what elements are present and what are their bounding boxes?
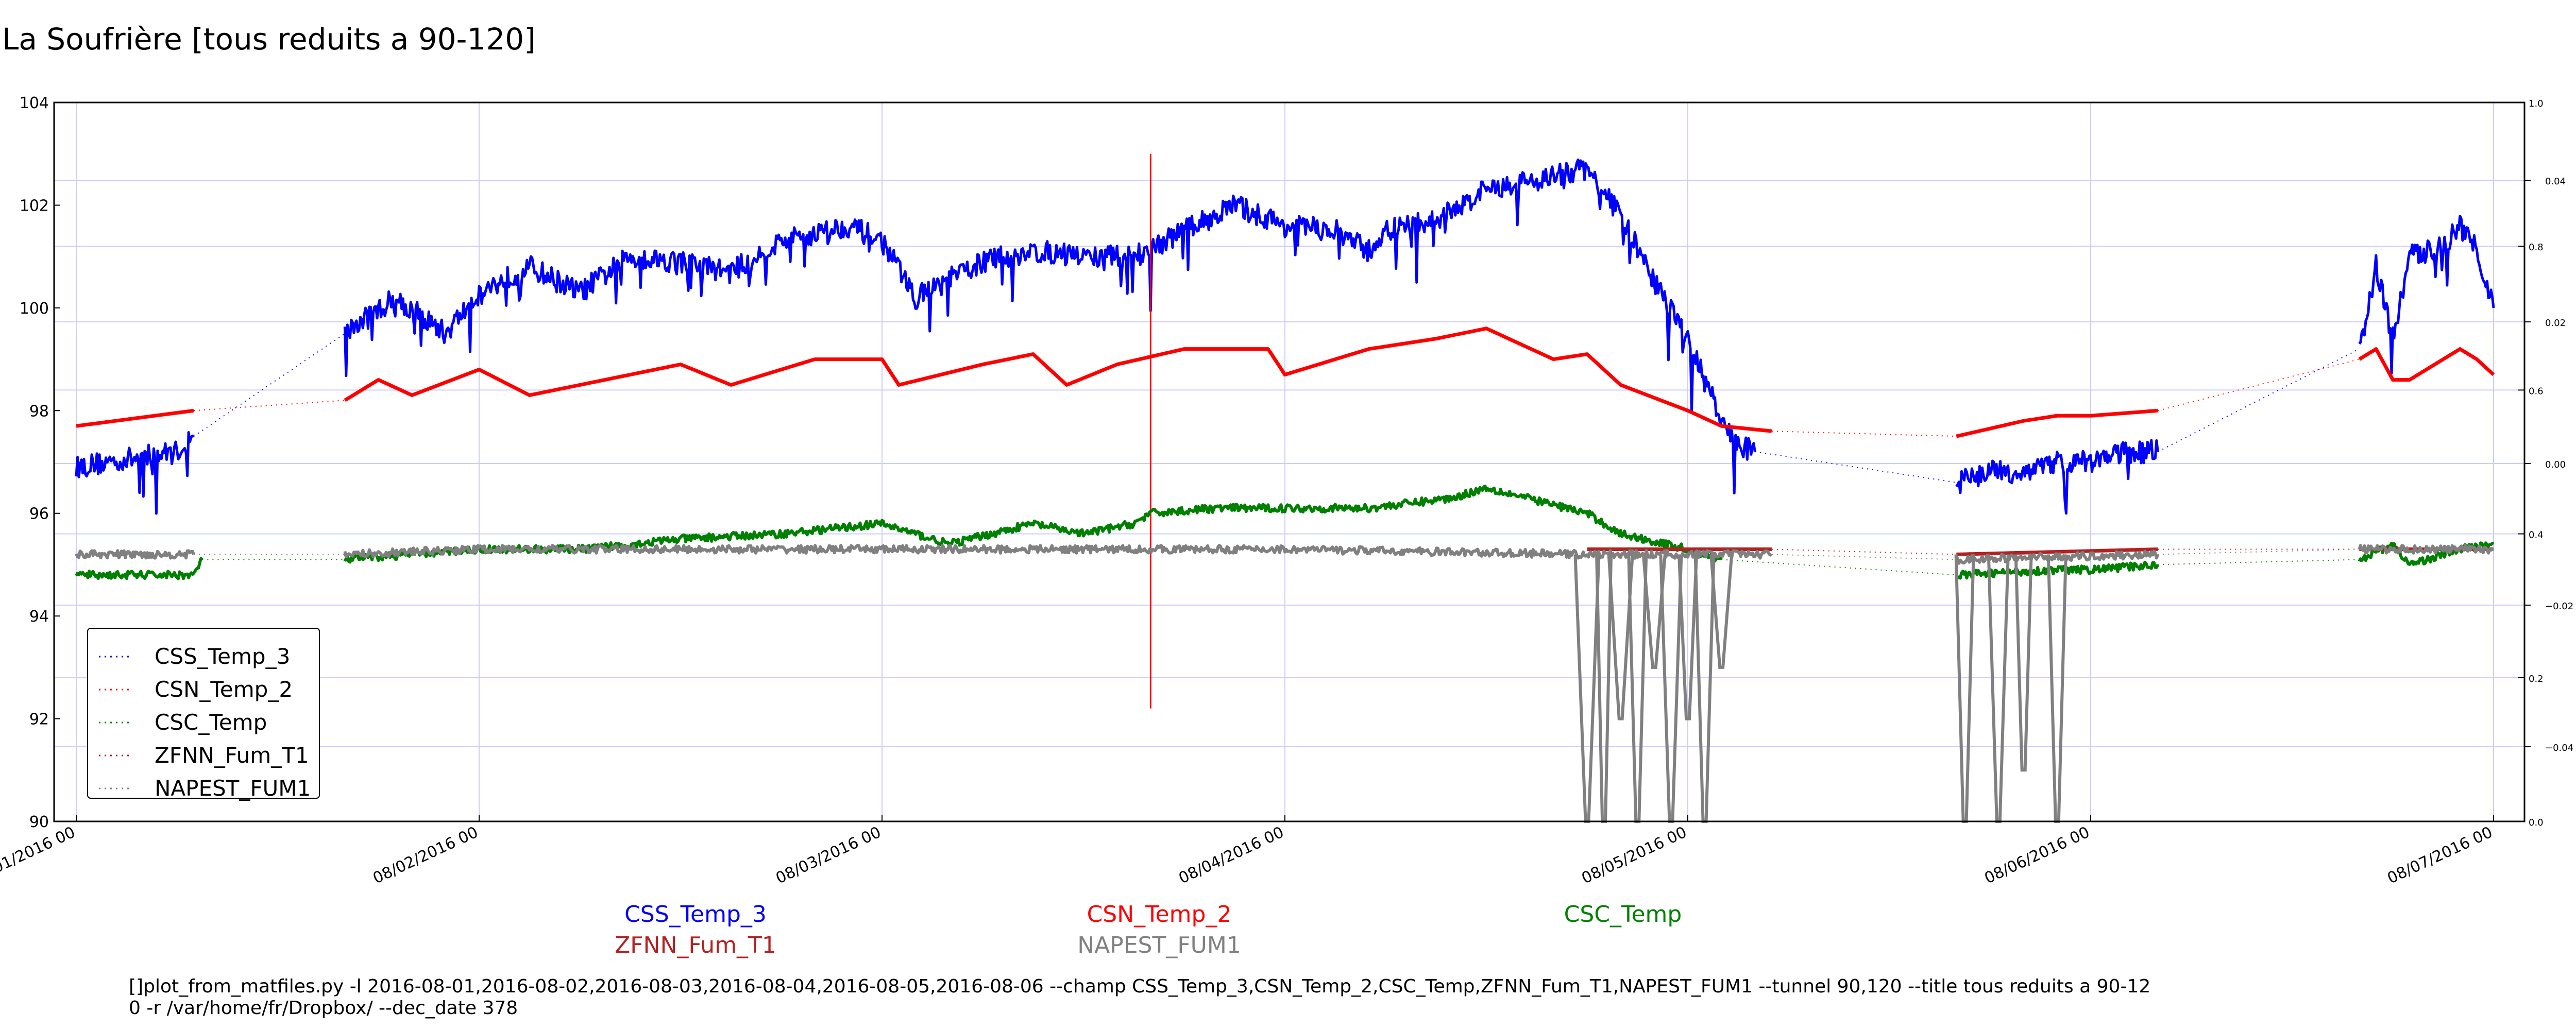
series-drop [2014, 554, 2033, 772]
series-label: CSC_Temp [1564, 901, 1682, 928]
y3-tick-label: 0.00 [2545, 459, 2566, 470]
series-drop [1627, 554, 1648, 823]
y-tick-label: 98 [29, 402, 49, 420]
series-gap-connector [2158, 548, 2360, 555]
y2-tick-label: 0.6 [2529, 386, 2544, 397]
y3-tick-label: 0.04 [2545, 176, 2566, 187]
y-tick-label: 102 [20, 197, 49, 215]
x-tick-label: 08/07/2016 00 [2385, 823, 2496, 888]
y-tick-label: 94 [29, 608, 49, 626]
legend-entry: CSN_Temp_2 [155, 677, 293, 702]
y2-tick-label: 1.0 [2529, 98, 2544, 109]
series-line-segment [76, 408, 195, 428]
series-drop [1641, 554, 1667, 669]
x-tick-label: 08/05/2016 00 [1579, 823, 1690, 888]
axes: 08/01/2016 00 08/02/2016 00 08/03/2016 00 0… [0, 94, 2573, 887]
x-tick-label: 08/03/2016 00 [773, 823, 884, 888]
y3-tick-label: −0.02 [2545, 601, 2573, 612]
y-tick-label: 100 [20, 300, 49, 318]
series-drop [1954, 554, 1975, 823]
plot-frame [53, 101, 2526, 822]
series-gap-connector [193, 333, 345, 437]
series-CSS_Temp_3 [75, 158, 2495, 515]
series-drop [1709, 554, 1734, 669]
series-line-segment [2358, 544, 2494, 555]
y-tick-label: 104 [20, 94, 49, 112]
series-line-segment [75, 549, 195, 560]
y3-tick-label: −0.04 [2545, 743, 2573, 753]
series-line-segment [343, 544, 1773, 560]
y2-tick-label: 0.2 [2529, 674, 2544, 684]
chart-title: La Soufrière [tous reduits a 90-120] [2, 22, 536, 57]
series-line-segment [343, 158, 1756, 495]
legend-entry: NAPEST_FUM1 [155, 776, 311, 801]
y3-tick-label: 0.02 [2545, 318, 2566, 329]
command-line-text: []plot_from_matfiles.py -l 2016-08-01,20… [129, 976, 2151, 1019]
legend: CSS_Temp_3 CSN_Temp_2 CSC_Temp ZFNN_Fum_T1 N… [87, 628, 320, 801]
series-line-segment [343, 484, 1723, 564]
series-line-segment [2358, 347, 2495, 382]
series-drop [1573, 554, 1601, 823]
series-gap-connector [1771, 554, 1957, 560]
series-drop [1607, 554, 1634, 720]
x-tick-label: 08/04/2016 00 [1176, 823, 1287, 888]
series-drop [1595, 554, 1613, 823]
series-gap-connector [2157, 348, 2360, 452]
series-gap-connector [1721, 559, 1957, 576]
series-label: CSN_Temp_2 [1087, 901, 1232, 928]
legend-entry: CSC_Temp [155, 710, 267, 735]
series-line-segment [75, 431, 194, 515]
y2-tick-label: 0.4 [2529, 530, 2544, 541]
series-gap-connector [1771, 548, 1957, 555]
grid-lines [54, 102, 2524, 822]
series-CSN_Temp_2 [76, 153, 2495, 709]
series-line-segment [1956, 547, 2159, 556]
series-drop [2046, 554, 2067, 823]
series-gap-connector [194, 400, 345, 411]
x-tick-label: 08/02/2016 00 [370, 823, 481, 888]
series-drop [1659, 554, 1683, 823]
series-gap-connector [1755, 451, 1957, 483]
series-drop [1693, 554, 1716, 823]
y-tick-label: 96 [29, 505, 49, 523]
y2-tick-label: 0.8 [2529, 242, 2544, 253]
series-drop [1987, 554, 2010, 823]
x-tick-label: 08/06/2016 00 [1982, 823, 2093, 888]
series-gap-connector [2158, 559, 2360, 565]
series-gap-connector [2158, 358, 2360, 411]
series-drop [1677, 554, 1698, 720]
series-lines [75, 153, 2495, 823]
x-tick-label: 08/01/2016 00 [0, 823, 78, 888]
series-line-segment [1956, 408, 2159, 438]
legend-entry: ZFNN_Fum_T1 [155, 743, 309, 768]
series-line-segment [344, 327, 1772, 433]
y-tick-label: 90 [29, 813, 49, 831]
series-line-segment [2358, 215, 2495, 375]
y2-tick-label: 0.0 [2529, 817, 2544, 828]
series-gap-connector [1771, 431, 1957, 437]
series-line-segment [75, 557, 204, 580]
series-line-segment [1955, 439, 2159, 515]
legend-entry: CSS_Temp_3 [155, 644, 290, 669]
legend-box [87, 628, 320, 799]
series-line-segment [1955, 560, 2160, 580]
series-label: CSS_Temp_3 [624, 901, 767, 928]
series-label: ZFNN_Fum_T1 [615, 932, 776, 958]
series-label: NAPEST_FUM1 [1077, 932, 1241, 958]
y-tick-label: 92 [29, 711, 49, 729]
